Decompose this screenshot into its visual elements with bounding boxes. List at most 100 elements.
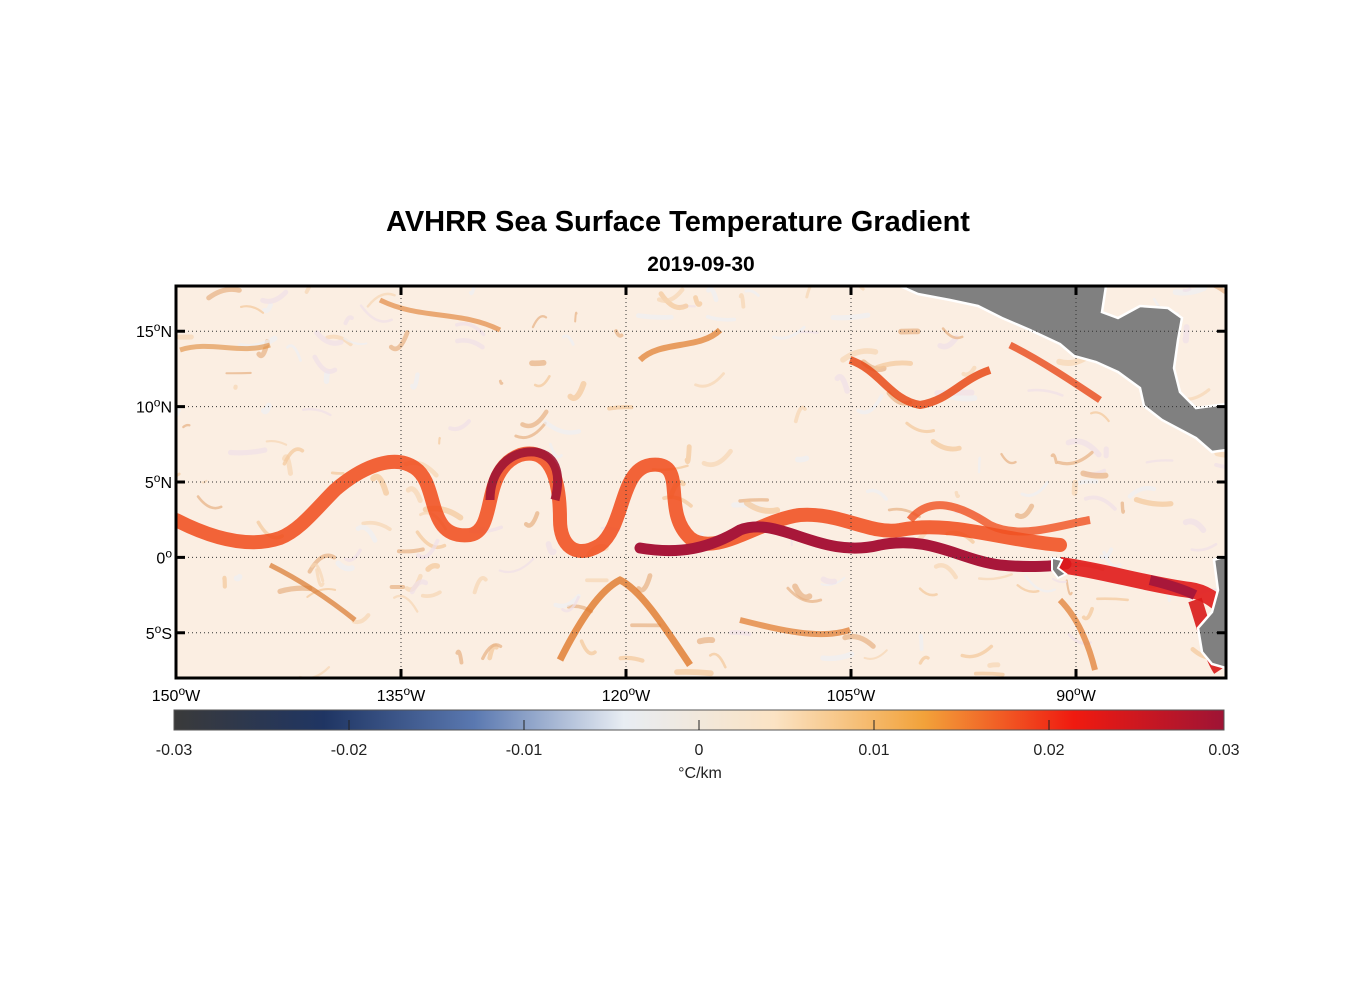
front-loop-125w <box>485 447 563 502</box>
texture-stroke <box>674 669 714 677</box>
texture-stroke <box>498 557 535 574</box>
texture-stroke <box>941 327 964 340</box>
texture-stroke <box>1050 453 1058 465</box>
front-south-2 <box>268 562 357 622</box>
texture-stroke <box>514 421 547 440</box>
lat-tick-label: 5oS <box>146 622 172 643</box>
colorbar-tick-label: -0.02 <box>331 742 368 759</box>
texture-stroke <box>455 321 486 337</box>
texture-stroke <box>523 511 540 528</box>
texture-stroke <box>531 315 548 329</box>
texture-stroke <box>579 639 597 656</box>
texture-stroke <box>820 576 838 585</box>
texture-stroke <box>1127 485 1157 499</box>
texture-stroke <box>561 595 580 613</box>
texture-stroke <box>307 553 337 574</box>
texture-stroke <box>396 547 425 554</box>
texture-stroke <box>351 613 371 625</box>
texture-stroke <box>359 304 393 323</box>
texture-stroke <box>176 472 181 478</box>
texture-stroke <box>455 649 464 665</box>
land-south-america <box>1196 554 1226 670</box>
front-north-1 <box>848 356 992 410</box>
land <box>899 286 1226 670</box>
texture-stroke <box>405 486 423 503</box>
texture-stroke <box>323 370 331 385</box>
lat-tick-label: 15oN <box>136 320 172 341</box>
front-north-2 <box>1008 341 1102 403</box>
texture-stroke <box>262 302 273 314</box>
texture-stroke <box>1071 479 1079 496</box>
texture-stroke <box>302 408 332 417</box>
texture-stroke <box>863 649 888 660</box>
texture-stroke <box>743 500 781 514</box>
temperature-fronts <box>176 297 1226 674</box>
texture-stroke <box>455 338 485 350</box>
lon-tick-label: 150oW <box>152 684 201 705</box>
lat-tick-label: 10oN <box>136 396 172 417</box>
texture-stroke <box>567 380 587 401</box>
texture-stroke <box>820 651 855 662</box>
texture-stroke <box>206 286 242 301</box>
colorbar-tick-label: 0.02 <box>1033 742 1064 759</box>
colorbar-ticks: -0.03 -0.02 -0.01 0 0.01 0.02 0.03 <box>156 720 1240 759</box>
colorbar-tick-label: -0.03 <box>156 742 193 759</box>
texture-stroke <box>1133 497 1174 507</box>
texture-stroke <box>561 334 575 346</box>
lat-tick-label: 0o <box>156 546 172 567</box>
texture-stroke <box>481 643 503 661</box>
texture-stroke <box>1182 324 1190 344</box>
texture-stroke <box>265 439 288 446</box>
texture-stroke <box>795 455 810 463</box>
texture-stroke <box>656 287 685 303</box>
texture-stroke <box>543 419 582 435</box>
texture-stroke <box>694 372 725 388</box>
texture-stroke <box>793 405 807 424</box>
map-subtitle: 2019-09-30 <box>647 253 755 276</box>
texture-stroke <box>335 560 355 572</box>
texture-stroke <box>1080 470 1109 479</box>
texture-stroke <box>706 286 719 303</box>
texture-stroke <box>227 447 268 456</box>
texture-stroke <box>693 295 703 307</box>
texture-stroke <box>420 590 442 599</box>
texture-stroke <box>1209 286 1226 294</box>
texture-stroke <box>370 473 390 496</box>
texture-stroke <box>840 348 879 363</box>
texture-stroke <box>1190 542 1218 552</box>
texture-stroke <box>705 314 737 322</box>
texture-stroke <box>708 652 727 669</box>
texture-stroke <box>1014 503 1035 520</box>
texture-stroke <box>696 636 716 645</box>
texture-stroke <box>182 423 191 429</box>
texture-stroke <box>260 289 289 304</box>
texture-stroke <box>987 662 1001 668</box>
texture-stroke <box>744 289 760 297</box>
texture-stroke <box>520 409 549 429</box>
texture-stroke <box>799 330 819 334</box>
texture-stroke <box>874 360 914 370</box>
equatorial-front-core <box>634 521 1072 573</box>
texture-stroke <box>392 594 419 613</box>
texture-stroke <box>574 311 578 323</box>
texture-stroke <box>1027 388 1064 397</box>
front-north-4 <box>378 297 502 333</box>
texture-stroke <box>315 568 325 588</box>
land-central-america <box>899 286 1226 454</box>
texture-stroke <box>314 330 344 346</box>
texture-stroke <box>772 325 806 340</box>
lon-tick-label: 135oW <box>377 684 426 705</box>
texture-stroke <box>918 655 930 665</box>
colorbar-tick-label: -0.01 <box>506 742 543 759</box>
texture-stroke <box>1096 597 1129 602</box>
texture-stroke <box>410 372 420 390</box>
front-south-4 <box>1057 597 1098 671</box>
texture-stroke <box>286 344 302 362</box>
texture-stroke <box>1182 287 1192 292</box>
texture-stroke <box>830 312 871 321</box>
texture-stroke <box>1214 450 1226 458</box>
front-secondary <box>906 501 1091 536</box>
texture-stroke <box>425 563 441 572</box>
texture-stroke <box>636 573 653 593</box>
texture-stroke <box>366 292 396 308</box>
